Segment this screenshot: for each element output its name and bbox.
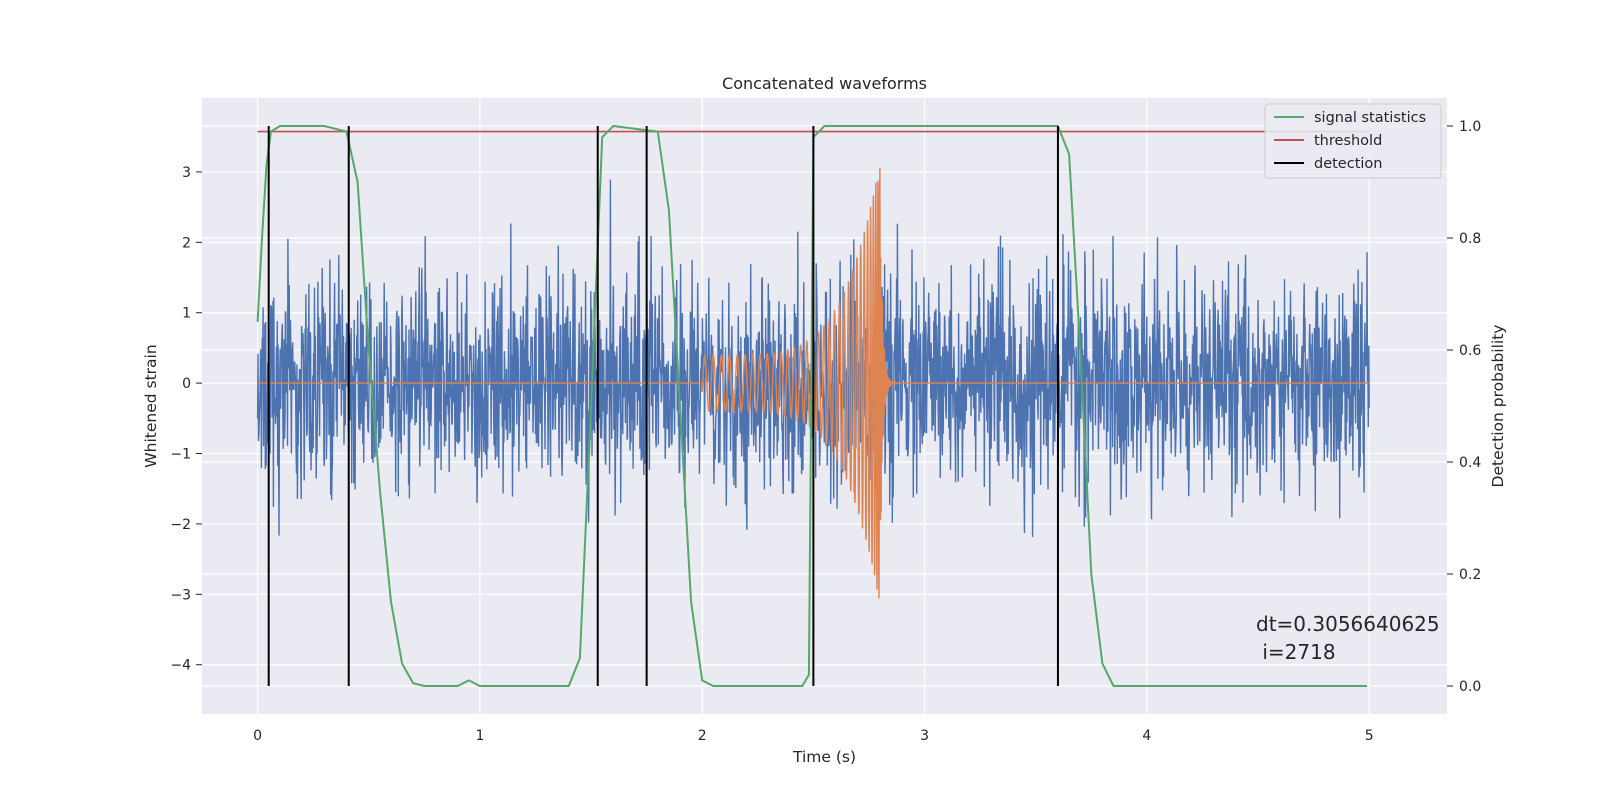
- right-y-tick-label: 0.0: [1459, 679, 1481, 695]
- y-tick-label: 1: [182, 306, 191, 322]
- y-tick-label: −4: [170, 658, 191, 674]
- y-tick-label: −3: [170, 587, 191, 603]
- y-tick-label: 2: [182, 235, 191, 251]
- x-tick-label: 3: [920, 728, 929, 744]
- annotation-index: i=2718: [1256, 640, 1336, 664]
- y-tick-label: −2: [170, 517, 191, 533]
- y-axis-ticks: −4 −3 −2 −1 0 1 2 3: [170, 165, 202, 674]
- right-y-tick-label: 1.0: [1459, 119, 1481, 135]
- x-tick-label: 4: [1142, 728, 1151, 744]
- x-axis-ticks: 0 1 2 3 4 5: [253, 728, 1374, 744]
- right-y-axis-label: Detection probability: [1489, 325, 1507, 488]
- x-axis-label: Time (s): [792, 748, 856, 766]
- right-y-tick-label: 0.2: [1459, 567, 1481, 583]
- legend: signal statistics threshold detection: [1264, 103, 1442, 179]
- annotation-dt: dt=0.3056640625: [1256, 612, 1440, 636]
- y-tick-label: 0: [182, 376, 191, 392]
- right-y-tick-label: 0.4: [1459, 455, 1481, 471]
- series-layer: [256, 125, 1370, 687]
- legend-label-detection: detection: [1314, 156, 1382, 172]
- signal-statistics-line: [256, 125, 1367, 687]
- right-y-tick-label: 0.8: [1459, 231, 1481, 247]
- y-axis-label: Whitened strain: [142, 344, 160, 467]
- x-tick-label: 5: [1365, 728, 1374, 744]
- x-tick-label: 1: [475, 728, 484, 744]
- right-y-axis-ticks: 0.0 0.2 0.4 0.6 0.8 1.0: [1447, 119, 1481, 695]
- legend-box: [1264, 103, 1442, 179]
- x-tick-label: 0: [253, 728, 262, 744]
- x-tick-label: 2: [698, 728, 707, 744]
- legend-label-threshold: threshold: [1314, 133, 1382, 149]
- right-y-tick-label: 0.6: [1459, 343, 1481, 359]
- y-tick-label: 3: [182, 165, 191, 181]
- legend-label-signal-statistics: signal statistics: [1314, 110, 1426, 126]
- chart-title: Concatenated waveforms: [722, 74, 927, 93]
- y-tick-label: −1: [170, 447, 191, 463]
